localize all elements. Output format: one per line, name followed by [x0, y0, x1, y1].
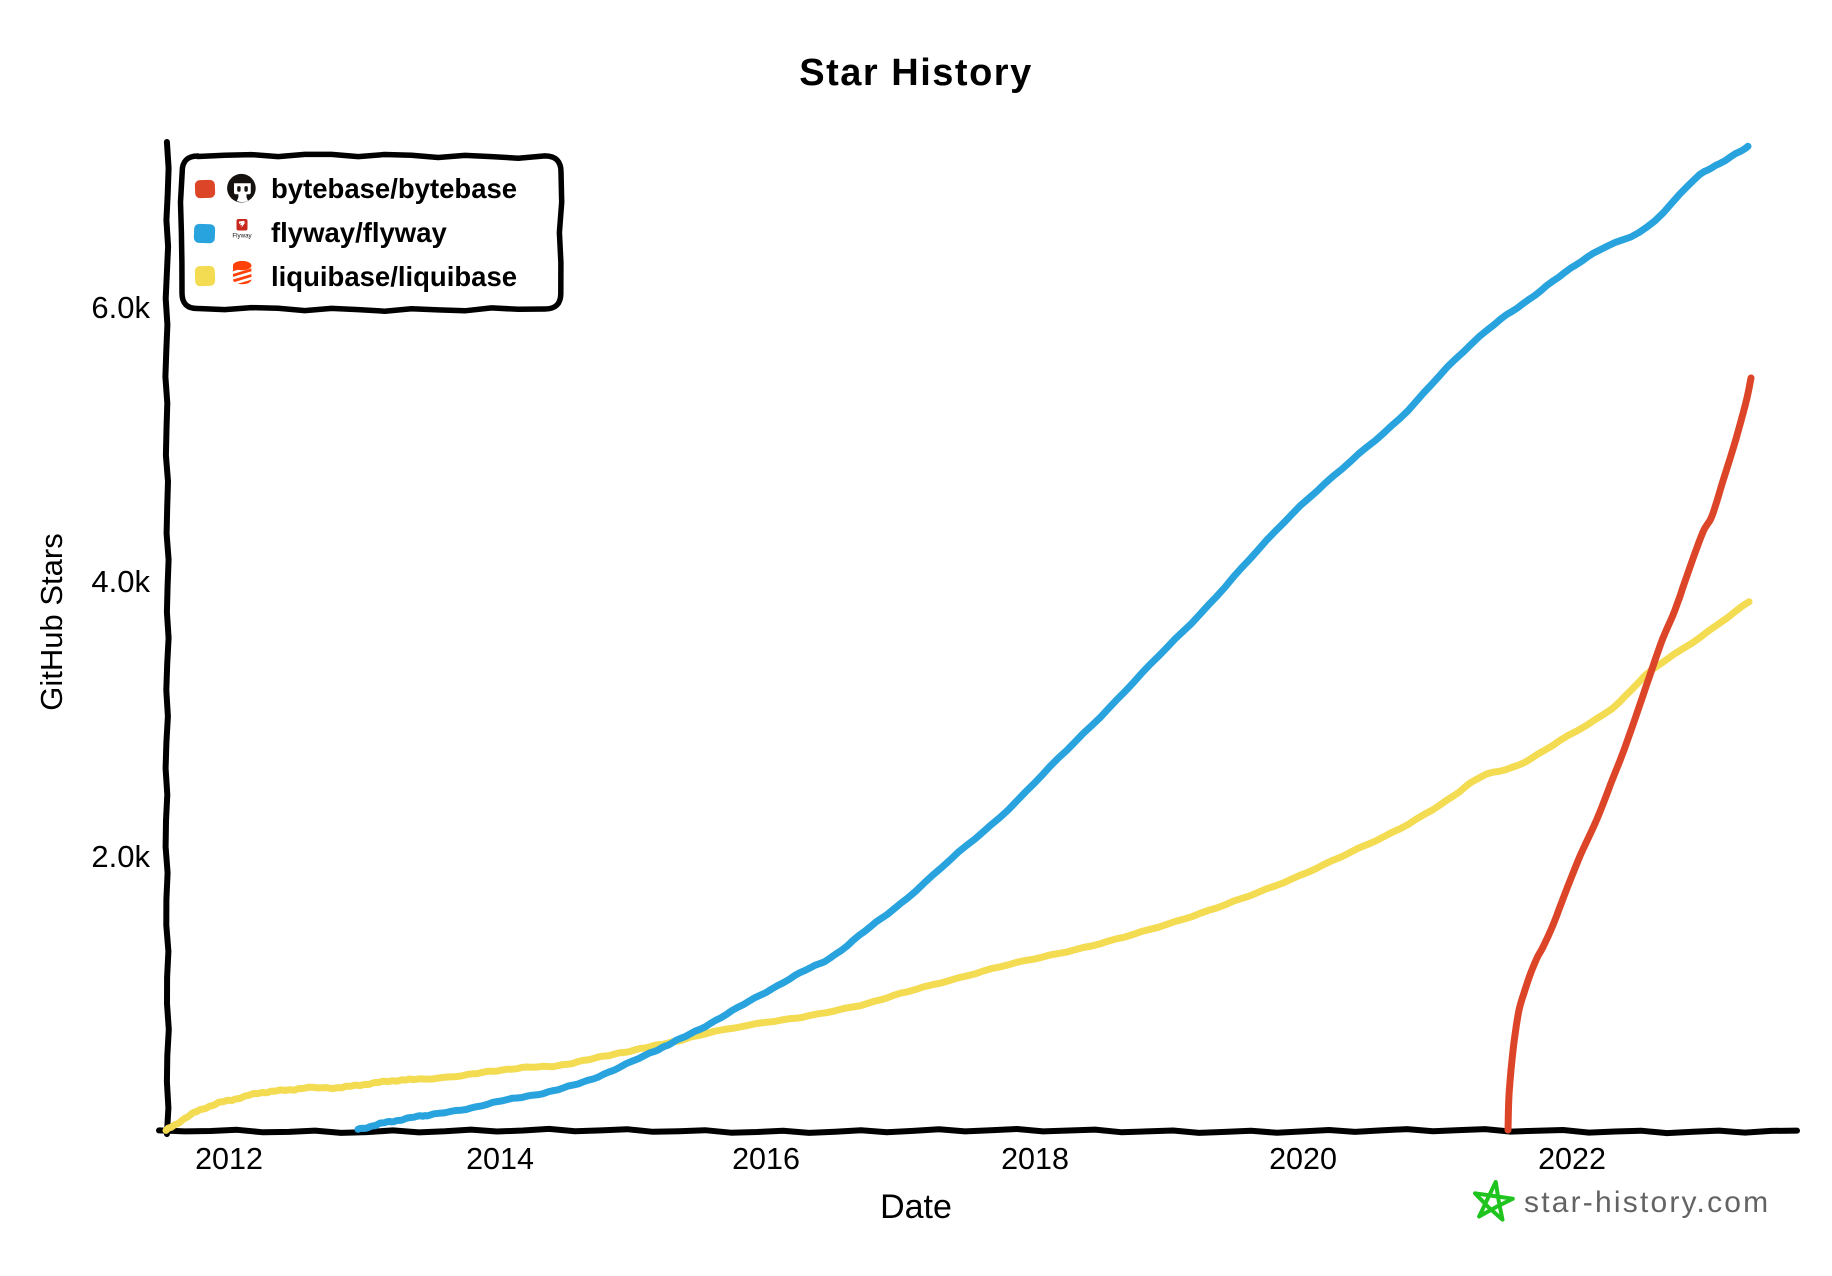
svg-text:2018: 2018	[1001, 1142, 1069, 1176]
svg-text:4.0k: 4.0k	[91, 564, 150, 599]
svg-text:2.0k: 2.0k	[91, 839, 150, 874]
svg-text:star-history.com: star-history.com	[1524, 1186, 1770, 1219]
svg-text:Flyway: Flyway	[232, 233, 252, 240]
svg-text:flyway/flyway: flyway/flyway	[271, 217, 447, 248]
svg-text:2020: 2020	[1269, 1142, 1337, 1176]
svg-text:2016: 2016	[732, 1142, 800, 1176]
svg-text:bytebase/bytebase: bytebase/bytebase	[271, 173, 517, 204]
svg-text:Star History: Star History	[799, 52, 1032, 94]
svg-text:liquibase/liquibase: liquibase/liquibase	[271, 261, 517, 292]
svg-text:GitHub Stars: GitHub Stars	[34, 533, 69, 710]
svg-text:2012: 2012	[195, 1142, 263, 1176]
svg-text:Date: Date	[880, 1188, 952, 1226]
svg-text:2014: 2014	[466, 1142, 534, 1176]
svg-text:2022: 2022	[1538, 1142, 1606, 1176]
svg-text:6.0k: 6.0k	[91, 290, 150, 325]
